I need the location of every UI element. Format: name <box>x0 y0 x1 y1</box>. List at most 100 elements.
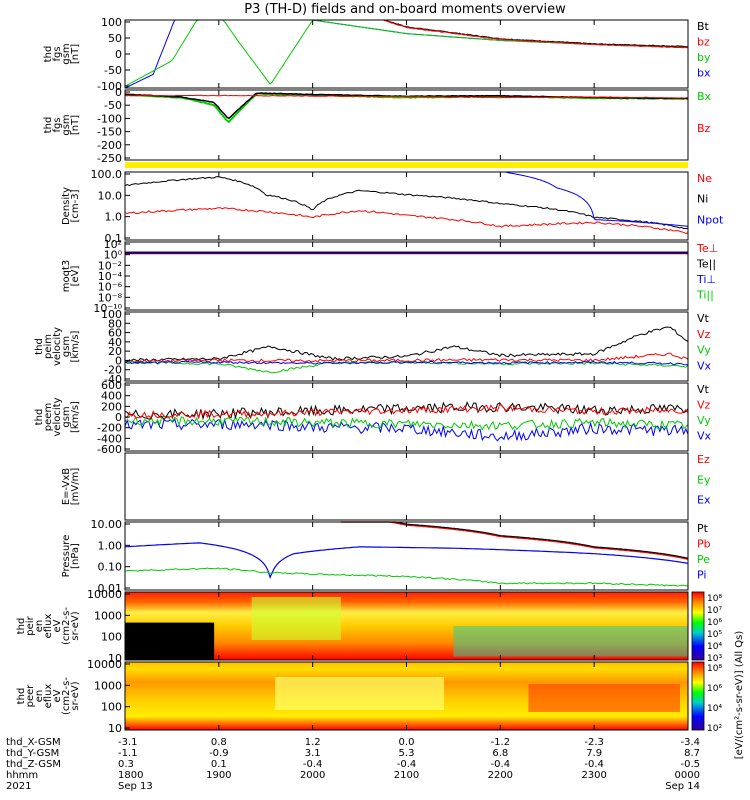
legend-vy: Vy <box>697 344 711 357</box>
colorbar-tick-label: 10⁷ <box>707 606 722 616</box>
y-axis-label: sr-eV) <box>70 681 81 710</box>
y-tick-label: 10⁻⁶ <box>98 281 123 294</box>
colorbar-tick-label: 10⁸ <box>707 664 722 674</box>
trace-bx <box>124 92 689 124</box>
panel-frame <box>124 171 689 241</box>
legend-vz: Vz <box>697 399 711 412</box>
y-axis-label: thd <box>34 338 45 355</box>
y-tick-label: 10⁻¹⁰ <box>93 302 122 315</box>
colorbar-tick-label: 10⁵ <box>707 630 722 640</box>
y-tick-label: 10000 <box>87 658 122 671</box>
legend-npot: Npot <box>697 213 724 226</box>
legend-pe: Pe <box>697 553 710 566</box>
spectrogram-gap-black <box>125 622 215 660</box>
y-axis-label: [eV] <box>70 266 81 287</box>
x-row-value: 2000 <box>300 770 325 781</box>
y-tick-label: 80 <box>108 317 122 330</box>
y-axis-label: gsm <box>61 406 72 427</box>
trace-vt <box>124 326 689 363</box>
x-row-value: -1.1 <box>118 748 138 759</box>
y-axis-label: velocity <box>52 327 63 366</box>
x-row-value: 3.1 <box>305 748 321 759</box>
y-axis-label: [cm-3] <box>70 189 81 222</box>
x-row-label: thd_Y-GSM <box>6 748 59 759</box>
y-axis-label: [mV/m] <box>70 468 81 506</box>
spectrogram-hot-band <box>528 684 680 712</box>
x-row-value: -0.5 <box>680 759 700 770</box>
panel-peir_spec: 10⁸10⁷10⁶10⁵10⁴10³10000100010010thdpeire… <box>16 588 722 665</box>
y-tick-label: -250 <box>97 152 122 165</box>
panel-pressure: 10.00 1.00 0.10 0.01 Pressure[nPa] Pt Pb Pe Pi <box>61 518 711 595</box>
y-tick-label: -100 <box>97 80 122 93</box>
legend-vz: Vz <box>697 328 711 341</box>
y-tick-label: -20 <box>104 364 122 377</box>
y-tick-label: 10⁻² <box>98 259 122 272</box>
colorbar <box>691 661 705 731</box>
x-row-value: 1800 <box>118 770 143 781</box>
x-row-value: 5.3 <box>399 748 415 759</box>
y-axis-label: en <box>34 690 45 703</box>
legend-pi: Pi <box>697 569 706 582</box>
x-row-value: -0.9 <box>209 748 229 759</box>
y-axis-label: thd <box>16 688 27 705</box>
trace-vx <box>124 417 689 442</box>
y-axis-label: en <box>34 620 45 633</box>
trace-vy <box>124 360 689 374</box>
trace-pt <box>340 521 689 559</box>
colorbar-tick-label: 10⁴ <box>707 642 722 652</box>
trace-bz <box>340 19 689 49</box>
legend-ti: Ti⊥ <box>696 273 716 286</box>
y-axis-label: [km/s] <box>70 330 81 362</box>
y-axis-label: thd <box>43 46 54 63</box>
y-axis-label: [km/s] <box>70 401 81 433</box>
y-tick-label: 10⁻⁸ <box>98 291 123 304</box>
y-tick-label: -150 <box>97 126 122 139</box>
legend-bz: bz <box>697 36 710 49</box>
y-tick-label: -600 <box>97 443 122 456</box>
y-tick-label: 600 <box>101 379 122 392</box>
trace-vz <box>124 352 689 363</box>
y-tick-label: 100.0 <box>91 168 123 181</box>
colorbar-tick-label: 10⁴ <box>707 704 722 714</box>
y-axis-label: velocity <box>52 397 63 436</box>
flag-bar <box>125 162 688 168</box>
legend-ne: Ne <box>697 172 712 185</box>
x-row-value: 2100 <box>394 770 419 781</box>
plot-title: P3 (TH-D) fields and on-board moments ov… <box>244 2 566 17</box>
legend-vt: Vt <box>697 383 710 396</box>
colorbar-tick-label: 10⁸ <box>707 594 722 604</box>
y-axis-label: Density <box>61 187 72 225</box>
y-tick-label: 100 <box>101 631 122 644</box>
x-row-value: 0000 <box>675 770 700 781</box>
y-tick-label: -400 <box>97 432 122 445</box>
panel-peer_spec: 10⁸ 10⁶ 10⁴ 10² 10000 1000 100 10 thdpeereneflux… <box>16 658 722 735</box>
y-axis-label: peem <box>43 403 54 431</box>
x-row-value: Sep 14 <box>665 781 700 792</box>
y-tick-label: 40 <box>108 336 122 349</box>
x-row-value: 8.7 <box>684 748 700 759</box>
trace-pe <box>124 567 689 587</box>
spectrogram-green-band <box>251 597 341 640</box>
x-row-value: 1.2 <box>305 737 321 748</box>
panel-frame <box>124 521 689 591</box>
y-tick-label: 0 <box>115 86 122 99</box>
y-tick-label: 10 <box>108 652 122 665</box>
legend-ez: Ez <box>697 453 710 466</box>
x-row-label: thd_Z-GSM <box>6 759 61 770</box>
y-tick-label: -100 <box>97 112 122 125</box>
y-tick-label: 10² <box>104 238 122 251</box>
y-axis-label: [nT] <box>70 44 81 64</box>
trace-bx <box>124 19 689 89</box>
y-axis-label: peer <box>25 684 36 708</box>
y-tick-label: 10.00 <box>91 518 123 531</box>
y-axis-label: fgs <box>52 46 63 61</box>
x-row-label: 2021 <box>6 781 31 792</box>
legend-pt: Pt <box>697 522 709 535</box>
y-axis-label: peim <box>43 334 54 359</box>
legend-ey: Ey <box>697 473 711 486</box>
